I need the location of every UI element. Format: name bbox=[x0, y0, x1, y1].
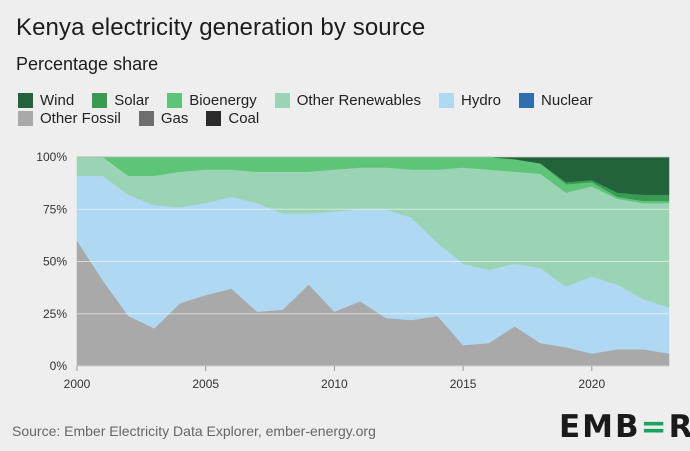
legend-label: Other Renewables bbox=[296, 92, 421, 109]
x-tick-label: 2010 bbox=[321, 377, 348, 391]
x-tick-label: 2005 bbox=[192, 377, 219, 391]
y-tick-label: 100% bbox=[36, 150, 67, 164]
logo-text-end: R bbox=[668, 409, 690, 445]
legend-swatch bbox=[167, 93, 183, 108]
y-tick-label: 0% bbox=[50, 359, 68, 373]
legend-item-other-renewables[interactable]: Other Renewables bbox=[274, 92, 421, 109]
legend-swatch bbox=[439, 93, 454, 108]
logo-accent: = bbox=[640, 409, 669, 445]
legend-swatch bbox=[138, 111, 154, 126]
y-tick-label: 50% bbox=[43, 255, 67, 269]
legend-item-hydro[interactable]: Hydro bbox=[439, 92, 501, 109]
legend-item-wind[interactable]: Wind bbox=[18, 92, 74, 109]
legend-swatch bbox=[274, 93, 290, 108]
x-axis: 2000 2005 2010 2015 2020 bbox=[64, 366, 605, 391]
legend-item-solar[interactable]: Solar bbox=[92, 92, 149, 109]
legend-swatch bbox=[18, 93, 33, 108]
y-tick-label: 25% bbox=[43, 307, 67, 321]
legend-item-bioenergy[interactable]: Bioenergy bbox=[167, 92, 257, 109]
ember-logo: EMB=R bbox=[559, 409, 690, 445]
chart-subtitle: Percentage share bbox=[16, 54, 159, 74]
x-tick-label: 2020 bbox=[578, 377, 605, 391]
logo-text: EMB bbox=[559, 409, 641, 445]
chart-title: Kenya electricity generation by source bbox=[16, 14, 426, 41]
legend-label: Hydro bbox=[461, 92, 502, 109]
legend-label: Gas bbox=[160, 110, 189, 127]
legend-swatch bbox=[18, 111, 33, 126]
legend-row: Other Fossil Gas Coal bbox=[18, 110, 658, 127]
legend-label: Nuclear bbox=[541, 92, 593, 109]
legend-label: Coal bbox=[228, 110, 260, 127]
legend-item-nuclear[interactable]: Nuclear bbox=[519, 92, 593, 109]
legend-item-gas[interactable]: Gas bbox=[138, 110, 189, 127]
legend-label: Wind bbox=[40, 92, 75, 109]
chart-areas bbox=[76, 156, 670, 367]
y-tick-label: 75% bbox=[43, 202, 67, 216]
legend-item-other-fossil[interactable]: Other Fossil bbox=[18, 110, 121, 127]
gridlines bbox=[77, 156, 669, 367]
legend-item-coal[interactable]: Coal bbox=[206, 110, 259, 127]
legend-swatch bbox=[206, 111, 222, 126]
legend: Wind Solar Bioenergy Other Renewables Hydro N… bbox=[18, 92, 658, 128]
legend-swatch bbox=[519, 93, 535, 108]
legend-swatch bbox=[92, 93, 108, 108]
y-axis: 0% 25% 50% 75% 100% bbox=[36, 150, 67, 373]
legend-label: Bioenergy bbox=[189, 92, 257, 109]
legend-label: Solar bbox=[114, 92, 150, 109]
source-note: Source: Ember Electricity Data Explorer,… bbox=[12, 423, 376, 439]
x-tick-label: 2015 bbox=[450, 377, 477, 391]
x-tick-label: 2000 bbox=[64, 377, 91, 391]
legend-row: Wind Solar Bioenergy Other Renewables Hydro N… bbox=[18, 92, 658, 109]
legend-label: Other Fossil bbox=[40, 110, 121, 127]
